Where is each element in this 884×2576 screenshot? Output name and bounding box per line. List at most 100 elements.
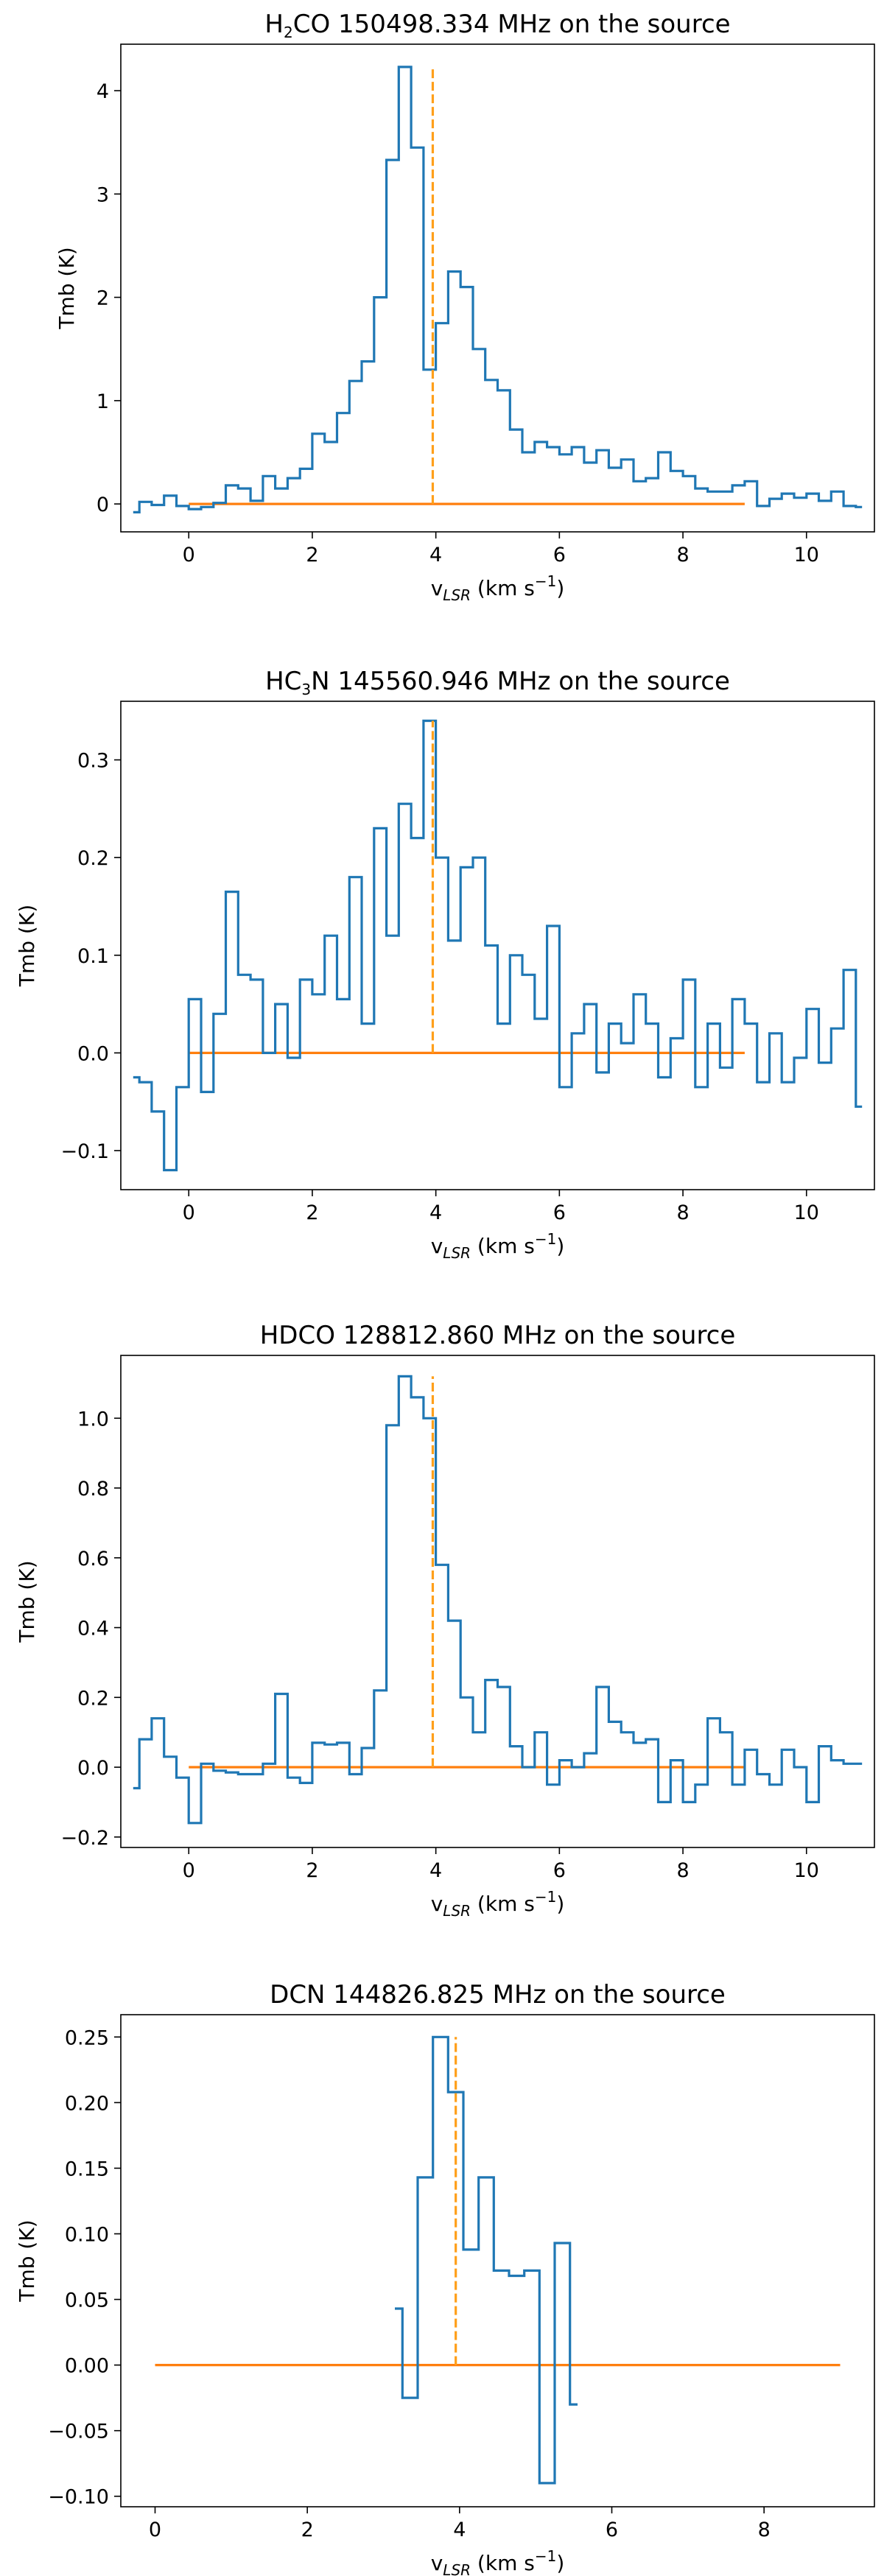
y-tick-label: 0.00 [65, 2355, 109, 2378]
x-tick-label: 2 [306, 544, 318, 566]
y-tick-label: 0.6 [77, 1548, 109, 1570]
x-axis-label-part: −1 [535, 2547, 556, 2565]
x-axis-label-part: −1 [535, 1230, 556, 1248]
chart-title-part: HDCO 128812.860 MHz on the source [260, 1321, 736, 1350]
x-tick-label: 0 [183, 544, 195, 566]
y-axis-label: Tmb (K) [15, 905, 39, 987]
x-axis-label-part: −1 [535, 572, 556, 590]
axes-frame [120, 701, 875, 1190]
x-axis-label-part: ) [556, 2551, 564, 2575]
chart-title: DCN 144826.825 MHz on the source [270, 1980, 726, 2010]
y-tick-label: 0.1 [77, 945, 109, 968]
x-tick-label: 8 [758, 2519, 771, 2541]
y-tick-label: −0.05 [48, 2421, 109, 2443]
y-tick-label: 0.3 [77, 750, 109, 773]
y-tick-label: 0.25 [65, 2026, 109, 2049]
y-tick-label: 0.15 [65, 2158, 109, 2180]
spectrum-line [133, 66, 863, 513]
x-axis-label-part: −1 [535, 1888, 556, 1906]
panel-hdco: HDCO 128812.860 MHz on the source 0 2 4 6 8 10… [15, 1321, 875, 1920]
y-axis-label: Tmb (K) [55, 247, 79, 329]
x-tick-label: 4 [429, 1201, 442, 1224]
x-axis-label-part: LSR [443, 1902, 471, 1920]
chart-title-part: H [264, 10, 284, 39]
y-tick-label: 0.10 [65, 2223, 109, 2246]
y-tick-label: 0.2 [77, 1687, 109, 1710]
y-tick-label: 3 [97, 183, 109, 206]
y-tick-label: 0 [97, 494, 109, 516]
x-axis-label: vLSR (km s−1) [431, 1888, 565, 1920]
x-axis-label-part: ) [556, 576, 564, 600]
plot-area [133, 66, 863, 513]
x-axis-label-part: LSR [443, 2561, 471, 2576]
x-axis-label: vLSR (km s−1) [431, 572, 565, 604]
y-tick-label: 2 [97, 287, 109, 310]
chart-title: HC3N 145560.946 MHz on the source [265, 667, 730, 698]
x-tick-label: 6 [553, 1201, 566, 1224]
chart-title: HDCO 128812.860 MHz on the source [260, 1321, 736, 1350]
chart-title: H2CO 150498.334 MHz on the source [264, 10, 730, 41]
x-tick-label: 4 [429, 1859, 442, 1882]
y-axis-label: Tmb (K) [15, 1560, 39, 1643]
chart-title-part: 2 [284, 24, 293, 41]
x-axis-label-part: v [431, 1892, 443, 1916]
y-tick-label: 0.20 [65, 2092, 109, 2115]
x-axis-label-part: ) [556, 1234, 564, 1258]
y-tick-label: 1 [97, 390, 109, 413]
x-tick-label: 6 [553, 544, 566, 566]
x-axis-label-part: v [431, 1234, 443, 1258]
y-tick-label: −0.10 [48, 2486, 109, 2509]
x-axis-label-part: ) [556, 1892, 564, 1916]
x-tick-label: 8 [676, 1859, 689, 1882]
x-tick-label: 8 [676, 544, 689, 566]
x-axis-label: vLSR (km s−1) [431, 1230, 565, 1262]
x-tick-label: 10 [794, 544, 819, 566]
x-tick-label: 0 [183, 1859, 195, 1882]
y-tick-label: 0.0 [77, 1757, 109, 1780]
x-tick-label: 8 [676, 1201, 689, 1224]
x-tick-label: 0 [149, 2519, 161, 2541]
x-axis-label-part: v [431, 2551, 443, 2575]
x-tick-label: 10 [794, 1859, 819, 1882]
x-axis-label-part: (km s [471, 576, 535, 600]
x-axis-label-part: (km s [471, 1892, 535, 1916]
y-tick-label: 0.05 [65, 2289, 109, 2312]
x-tick-label: 2 [306, 1859, 318, 1882]
chart-title-part: 3 [301, 681, 311, 698]
chart-title-part: CO 150498.334 MHz on the source [293, 10, 731, 39]
y-tick-label: −0.2 [60, 1827, 109, 1850]
axes-frame [120, 1355, 875, 1848]
y-tick-label: 4 [97, 80, 109, 103]
y-axis-label: Tmb (K) [15, 2219, 39, 2302]
y-tick-label: 0.0 [77, 1042, 109, 1065]
chart-title-part: N 145560.946 MHz on the source [311, 667, 730, 696]
x-tick-label: 4 [429, 544, 442, 566]
plot-area [133, 719, 863, 1172]
panel-hc3n: HC3N 145560.946 MHz on the source 0 2 4 6 8 10… [15, 667, 875, 1262]
x-tick-label: 6 [606, 2519, 618, 2541]
y-tick-label: 1.0 [77, 1408, 109, 1431]
x-axis-label-part: (km s [471, 1234, 535, 1258]
x-tick-label: 2 [306, 1201, 318, 1224]
plot-area [133, 1375, 863, 1825]
x-axis-label-part: (km s [471, 2551, 535, 2575]
x-tick-label: 6 [553, 1859, 566, 1882]
x-axis-label: vLSR (km s−1) [431, 2547, 565, 2576]
spectrum-line [133, 1375, 863, 1825]
panel-dcn: DCN 144826.825 MHz on the source 0 2 4 6 8 −0.… [15, 1980, 875, 2576]
y-tick-label: −0.1 [60, 1140, 109, 1163]
y-tick-label: 0.8 [77, 1478, 109, 1501]
chart-title-part: HC [265, 667, 301, 696]
x-tick-label: 10 [794, 1201, 819, 1224]
axes-frame [120, 43, 875, 533]
x-tick-label: 4 [453, 2519, 466, 2541]
x-tick-label: 2 [301, 2519, 314, 2541]
x-axis-label-part: LSR [443, 586, 471, 604]
x-axis-label-part: v [431, 576, 443, 600]
chart-title-part: DCN 144826.825 MHz on the source [270, 1980, 726, 2010]
y-tick-label: 0.2 [77, 847, 109, 870]
y-tick-label: 0.4 [77, 1618, 109, 1640]
spectrum-line [395, 2035, 578, 2485]
